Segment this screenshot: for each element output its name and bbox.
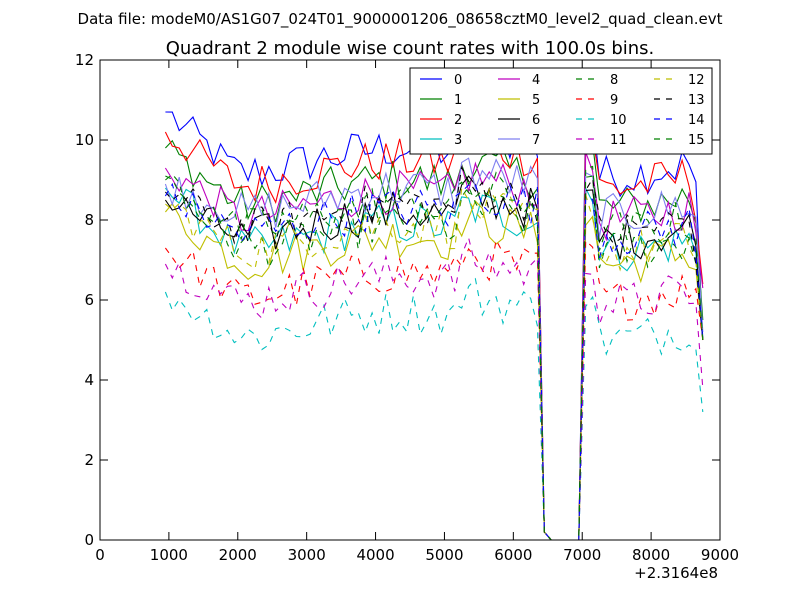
legend-box [409,67,713,155]
x-tick-label: 7000 [563,546,601,564]
legend-label-7: 7 [532,133,540,148]
suptitle: Data file: modeM0/AS1G07_024T01_90000012… [78,10,723,29]
series-line-6 [164,175,704,541]
legend-label-9: 9 [610,93,618,108]
x-tick-label: 1000 [150,546,188,564]
chart-title: Quadrant 2 module wise count rates with … [166,38,655,59]
series-line-8 [165,175,704,541]
y-tick-label: 8 [84,211,94,229]
legend-label-6: 6 [532,113,540,128]
legend-label-4: 4 [532,73,540,88]
x-tick-label: 2000 [219,546,257,564]
series-line-5 [164,200,704,541]
y-tick-label: 4 [84,371,94,389]
legend-label-2: 2 [454,113,462,128]
legend-label-3: 3 [454,133,462,148]
series-line-13 [164,165,704,541]
legend-label-15: 15 [688,133,705,148]
plot-lines [164,111,704,541]
series-line-10 [164,277,704,541]
legend-label-11: 11 [610,133,627,148]
legend-label-0: 0 [454,73,462,88]
x-tick-label: 8000 [632,546,670,564]
x-tick-label: 3000 [288,546,326,564]
x-tick-label: 9000 [701,546,739,564]
x-tick-label: 5000 [425,546,463,564]
legend-label-12: 12 [688,73,705,88]
legend-label-14: 14 [688,113,705,128]
x-tick-label: 4000 [356,546,394,564]
series-line-7 [164,157,704,541]
y-tick-label: 2 [84,451,94,469]
series-line-1 [165,139,704,541]
series-line-2 [164,131,704,541]
axis-ticks: 0 1000 2000 3000 4000 5000 6000 7000 8000 9000 0 2 4… [75,51,739,564]
series-line-15 [165,165,704,541]
legend-label-8: 8 [610,73,618,88]
series-line-14 [164,182,704,541]
y-tick-label: 0 [84,531,94,549]
legend-label-13: 13 [688,93,705,108]
series-line-9 [164,238,704,541]
x-tick-label: 0 [95,546,105,564]
series-line-12 [165,186,704,541]
legend-label-5: 5 [532,93,540,108]
x-offset-label: +2.3164e8 [634,564,718,582]
y-tick-label: 10 [75,131,94,149]
legend-label-10: 10 [610,113,627,128]
legend-label-1: 1 [454,93,462,108]
series-line-11 [164,236,704,541]
x-tick-label: 6000 [494,546,532,564]
y-tick-label: 6 [84,291,94,309]
y-tick-label: 12 [75,51,94,69]
